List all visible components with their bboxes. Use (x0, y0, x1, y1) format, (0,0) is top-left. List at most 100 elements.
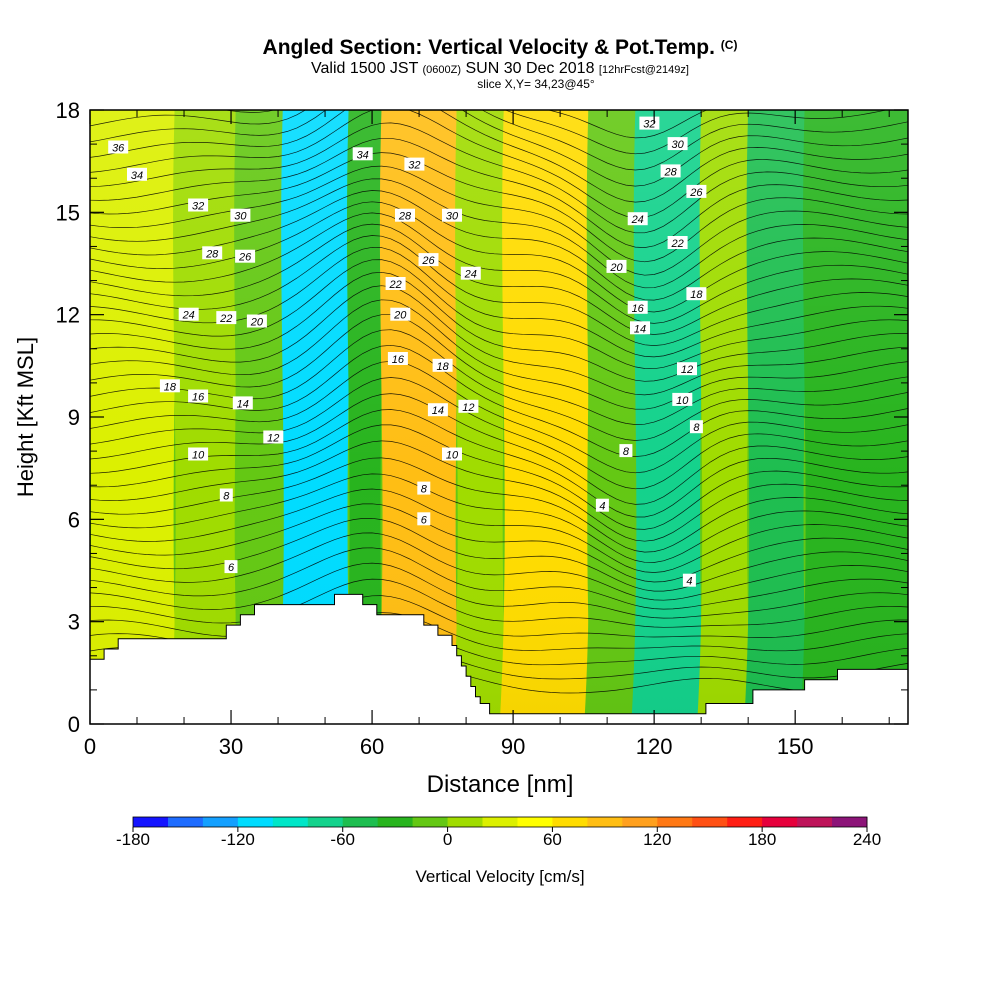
colorbar-swatch (447, 817, 484, 827)
isentrope-line (90, 110, 908, 171)
isentrope-line (90, 329, 908, 441)
isentrope-line (90, 547, 908, 610)
contour-label-box (232, 396, 253, 410)
contour-label: 12 (462, 402, 474, 414)
contour-label-box (595, 498, 609, 512)
contour-label: 8 (623, 446, 630, 458)
contour-label: 14 (237, 398, 249, 410)
contour-label: 18 (436, 361, 449, 373)
x-tick-label: 150 (777, 734, 814, 759)
contour-label-box (178, 307, 199, 321)
contour-label: 20 (250, 317, 264, 329)
contour-label: 36 (112, 143, 125, 155)
contour-label: 26 (421, 255, 435, 267)
isentrope-line (90, 201, 908, 313)
contour-label: 16 (632, 303, 645, 315)
contour-label-box (263, 430, 284, 444)
contour-label-box (427, 403, 448, 417)
contour-label: 26 (689, 187, 703, 199)
x-axis-label: Distance [nm] (427, 771, 574, 798)
contour-label: 8 (693, 422, 700, 434)
contour-label-box (108, 140, 129, 154)
contour-label: 8 (421, 484, 428, 496)
contour-label: 18 (164, 381, 177, 393)
contour-label-box (216, 311, 237, 325)
colorbar-swatch (552, 817, 588, 827)
isentrope-line (90, 137, 908, 248)
contour-label-box (627, 300, 648, 314)
contour-label-box (606, 259, 627, 273)
colorbar-swatch (727, 817, 763, 827)
x-tick-label: 90 (501, 734, 525, 759)
contour-label: 14 (432, 405, 444, 417)
contour-label-box (667, 236, 688, 249)
colorbar-swatch (168, 817, 204, 827)
contour-label: 22 (388, 279, 401, 291)
contour-label: 24 (631, 214, 644, 226)
isentrope-line (90, 110, 908, 203)
contour-label: 28 (663, 166, 677, 178)
x-tick-label: 120 (636, 734, 673, 759)
colorbar-tick-label: -120 (221, 830, 255, 849)
contour-label: 26 (238, 252, 252, 264)
x-tick-label: 30 (219, 734, 243, 759)
contour-label: 32 (643, 119, 655, 131)
contour-label-box (432, 358, 453, 372)
isentrope-line (90, 562, 908, 619)
contour-label-box (417, 481, 431, 495)
terrain-polygon (90, 593, 908, 724)
colorbar-swatch (622, 817, 658, 827)
colorbar-tick-label: 60 (543, 830, 562, 849)
contour-label-box (202, 246, 223, 260)
contour-label: 32 (192, 201, 204, 213)
colorbar-swatch (482, 817, 518, 827)
isentrope-line (90, 235, 908, 346)
contour-label-box (686, 287, 707, 301)
contour-label-box (667, 137, 688, 151)
y-tick-label: 3 (68, 610, 80, 635)
y-tick-label: 18 (56, 98, 80, 123)
contour-label-box (677, 362, 697, 376)
contour-label: 14 (634, 323, 646, 335)
contour-label-box (127, 167, 147, 181)
contour-label: 8 (223, 491, 230, 503)
isentrope-line (90, 578, 908, 628)
isentrope-line (90, 377, 908, 490)
contour-label-box (188, 389, 209, 403)
contour-label: 4 (599, 501, 605, 513)
colorbar-tick-label: 0 (443, 830, 452, 849)
isentrope-line (90, 110, 908, 187)
colorbar-tick-label: -180 (116, 830, 150, 849)
contour-label-box (672, 392, 693, 406)
contour-label: 30 (234, 211, 247, 223)
contour-label: 24 (464, 269, 477, 281)
contour-label-box (627, 212, 648, 226)
colorbar-tick-label: 240 (853, 830, 881, 849)
isentrope-line (90, 344, 908, 457)
isentrope-line (90, 178, 908, 289)
contour-label-box (352, 147, 373, 161)
colorbar-swatch (657, 817, 693, 827)
contour-label-box (630, 321, 650, 335)
y-tick-label: 6 (68, 507, 80, 532)
y-tick-label: 12 (56, 303, 80, 328)
contour-label-box (442, 447, 462, 461)
chart-subtitle: Valid 1500 JST (0600Z) SUN 30 Dec 2018 [… (0, 60, 1000, 78)
contour-label: 16 (392, 354, 405, 366)
colorbar-tick-label: 120 (643, 830, 671, 849)
contour-label: 34 (131, 170, 143, 182)
colorbar-swatch (237, 817, 274, 827)
chart-title: Angled Section: Vertical Velocity & Pot.… (0, 36, 1000, 60)
contour-label-box (682, 573, 696, 587)
contour-label-box (235, 249, 256, 263)
contour-label-box (619, 444, 633, 458)
colorbar-swatch (762, 817, 798, 827)
contour-label: 32 (408, 160, 420, 172)
contour-label: 30 (671, 139, 684, 151)
contour-label-box (460, 266, 481, 280)
contour-label-box (159, 379, 180, 393)
contour-labels: 36 34 32 30 28 26 24 22 20 18 16 14 12 10 8 6 34 32 28 30 26… (108, 116, 707, 588)
isentrope-line (90, 122, 908, 234)
contour-label: 10 (676, 395, 689, 407)
y-tick-label: 0 (68, 712, 80, 737)
